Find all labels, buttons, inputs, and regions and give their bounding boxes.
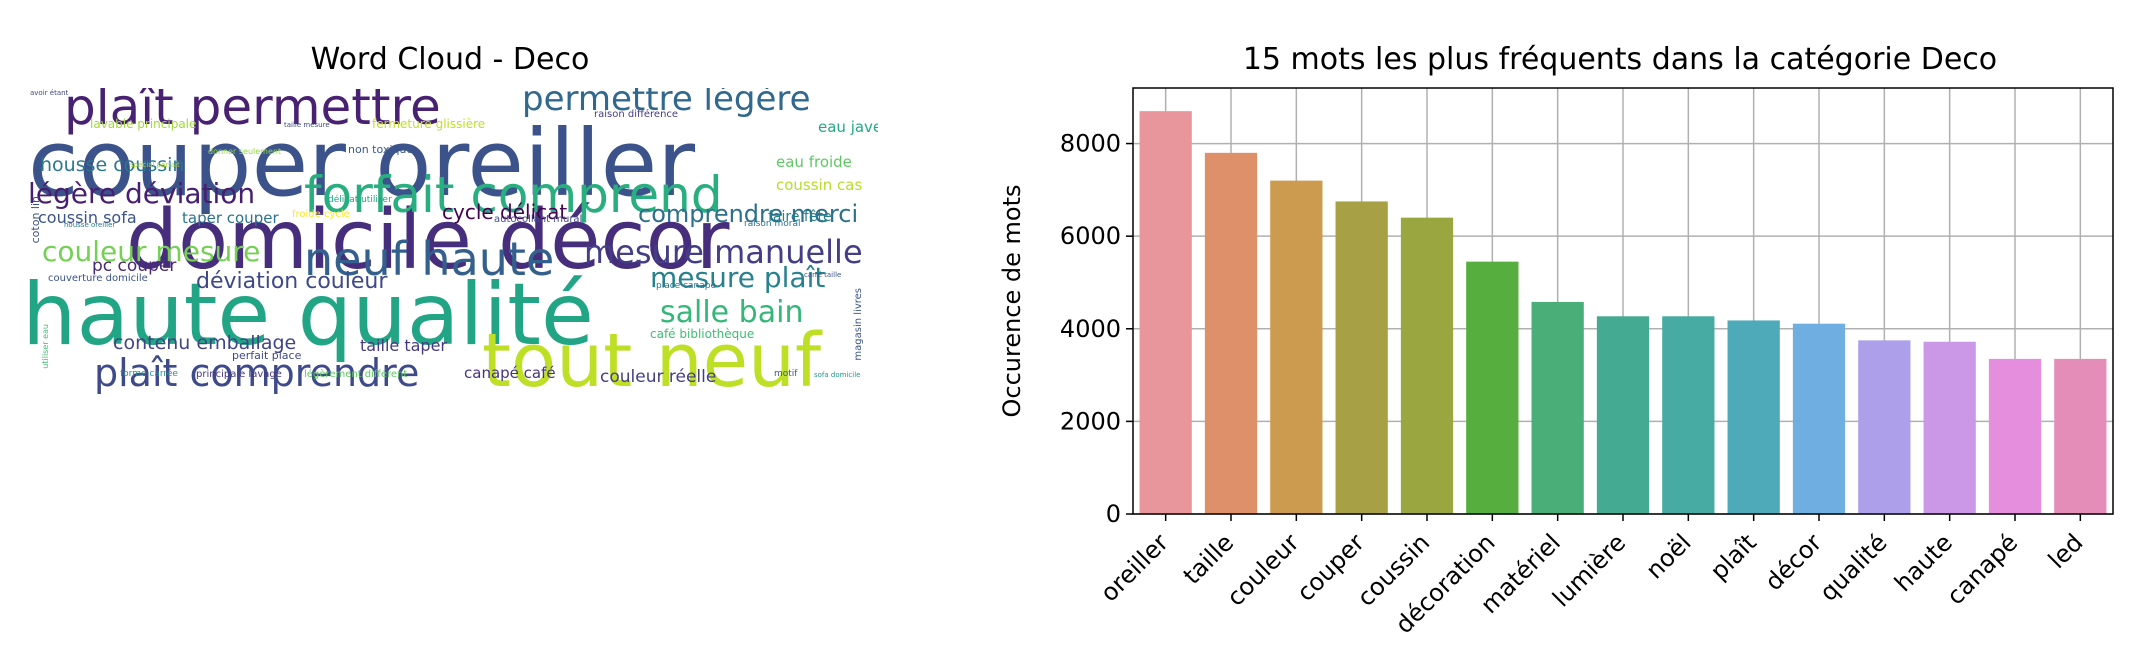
- word-cloud-word: motif: [774, 369, 798, 379]
- word-cloud-word: canapé café: [464, 364, 556, 382]
- x-tick-label: noël: [1640, 528, 1696, 584]
- bar: [1466, 261, 1519, 514]
- word-cloud: couper oreiller haute qualité domicile déc…: [28, 88, 878, 508]
- word-cloud-word: place canapé: [656, 281, 717, 291]
- word-cloud-word: légèrement différent: [304, 369, 408, 380]
- word-cloud-word: housse coussin: [40, 154, 185, 176]
- bar: [1923, 341, 1976, 514]
- x-tick-label: lumière: [1547, 528, 1631, 612]
- word-cloud-word: eau javel: [818, 118, 878, 136]
- bar: [1858, 340, 1911, 514]
- y-tick-label: 4000: [1060, 315, 1121, 343]
- word-cloud-word: taille taper: [360, 336, 447, 355]
- word-cloud-word: contenu emballage: [113, 332, 297, 354]
- bar: [1988, 358, 2042, 514]
- word-cloud-word: magasin livres: [853, 288, 864, 361]
- word-cloud-word: légère déviation: [28, 177, 256, 210]
- bar: [1662, 316, 1715, 514]
- bar: [1139, 111, 1192, 515]
- word-cloud-panel: Word Cloud - Deco couper oreiller haute q…: [0, 0, 900, 663]
- word-cloud-word: forfait comprend: [304, 166, 723, 224]
- word-cloud-word: haute qualité: [28, 265, 594, 365]
- bar: [1792, 323, 1846, 514]
- word-cloud-word: housse oreiller: [64, 221, 116, 229]
- word-cloud-word: lavable principale: [90, 117, 197, 131]
- word-cloud-word: utiliser eau: [41, 324, 50, 369]
- word-cloud-word: mesure plaît: [650, 261, 826, 294]
- word-cloud-word: carré taille: [804, 271, 842, 279]
- word-cloud-word: cycle délicat: [442, 200, 568, 224]
- bar: [1596, 316, 1650, 514]
- x-tick-label: qualité: [1814, 528, 1892, 606]
- word-cloud-word: fermeture glissière: [372, 117, 486, 131]
- word-cloud-word: neuf haute: [304, 232, 555, 286]
- x-tick-label: oreiller: [1095, 528, 1174, 607]
- word-cloud-word: domicile décor: [126, 193, 730, 288]
- y-tick-label: 6000: [1060, 222, 1121, 250]
- word-cloud-word: pc couper: [92, 256, 177, 276]
- bar: [1727, 320, 1780, 514]
- word-cloud-word: plaît comprendre: [94, 351, 420, 395]
- word-cloud-word: déviation couleur: [196, 269, 388, 294]
- bar: [1531, 301, 1584, 514]
- bar: [1400, 217, 1454, 515]
- word-cloud-word: non toxique: [348, 143, 414, 156]
- word-cloud-word: coussin sofa: [38, 208, 137, 227]
- word-cloud-word: autocollant mural: [494, 214, 583, 225]
- word-cloud-word: spécial parfait: [130, 161, 180, 169]
- word-cloud-word: raison différence: [594, 109, 679, 120]
- word-cloud-word: sofa domicile: [814, 371, 861, 379]
- word-cloud-word: couverture domicile: [48, 273, 148, 284]
- word-cloud-word: coton lin: [29, 196, 42, 244]
- x-tick-label: couleur: [1221, 528, 1304, 611]
- word-cloud-word: taper couper: [182, 209, 279, 227]
- y-tick-label: 8000: [1060, 130, 1121, 158]
- word-cloud-word: perfait place: [232, 349, 302, 362]
- word-cloud-word: eau froide: [776, 153, 852, 171]
- word-cloud-word: coussin cas: [776, 176, 863, 194]
- word-cloud-word: salle bain: [660, 295, 804, 330]
- word-cloud-word: mesure manuelle: [584, 233, 863, 271]
- word-cloud-word: froide cycle: [292, 209, 350, 220]
- y-axis-label: Occurence de mots: [998, 184, 1026, 417]
- word-cloud-word: couleur réelle: [600, 367, 717, 387]
- x-tick-label: canapé: [1941, 528, 2023, 610]
- word-cloud-word: faire fête: [768, 209, 832, 225]
- word-cloud-word: permettre légère: [522, 88, 811, 119]
- word-cloud-word: forme carrée: [120, 369, 178, 379]
- word-cloud-word: couper oreiller: [28, 110, 696, 217]
- word-cloud-word: délicat utiliser: [328, 195, 392, 205]
- word-cloud-word: raison moral: [744, 219, 801, 229]
- bar-chart-panel: 15 mots les plus fréquents dans la catég…: [980, 0, 2140, 663]
- y-tick-label: 2000: [1060, 407, 1121, 435]
- bar: [2054, 358, 2107, 514]
- x-tick-label: taille: [1178, 528, 1239, 589]
- word-cloud-word: taille mesure: [284, 121, 330, 129]
- word-cloud-word: tout neuf: [482, 318, 822, 404]
- word-cloud-word: principale lavage: [196, 369, 282, 380]
- y-tick-label: 0: [1106, 500, 1121, 528]
- chart-title: 15 mots les plus fréquents dans la catég…: [1242, 42, 1998, 77]
- word-cloud-word: café bibliothèque: [650, 327, 755, 341]
- word-cloud-word: donner seulement: [208, 147, 282, 156]
- word-cloud-word: avoir étant: [30, 89, 69, 97]
- bar: [1270, 180, 1323, 514]
- bar: [1335, 201, 1388, 514]
- word-cloud-word: comprendre merci: [638, 200, 859, 228]
- x-tick-label: plaît: [1705, 528, 1762, 585]
- word-cloud-title: Word Cloud - Deco: [310, 42, 590, 77]
- bar: [1204, 152, 1258, 514]
- x-tick-label: led: [2043, 528, 2089, 574]
- word-cloud-word: plaît permettre: [64, 88, 441, 136]
- word-cloud-word: couleur mesure: [42, 235, 261, 268]
